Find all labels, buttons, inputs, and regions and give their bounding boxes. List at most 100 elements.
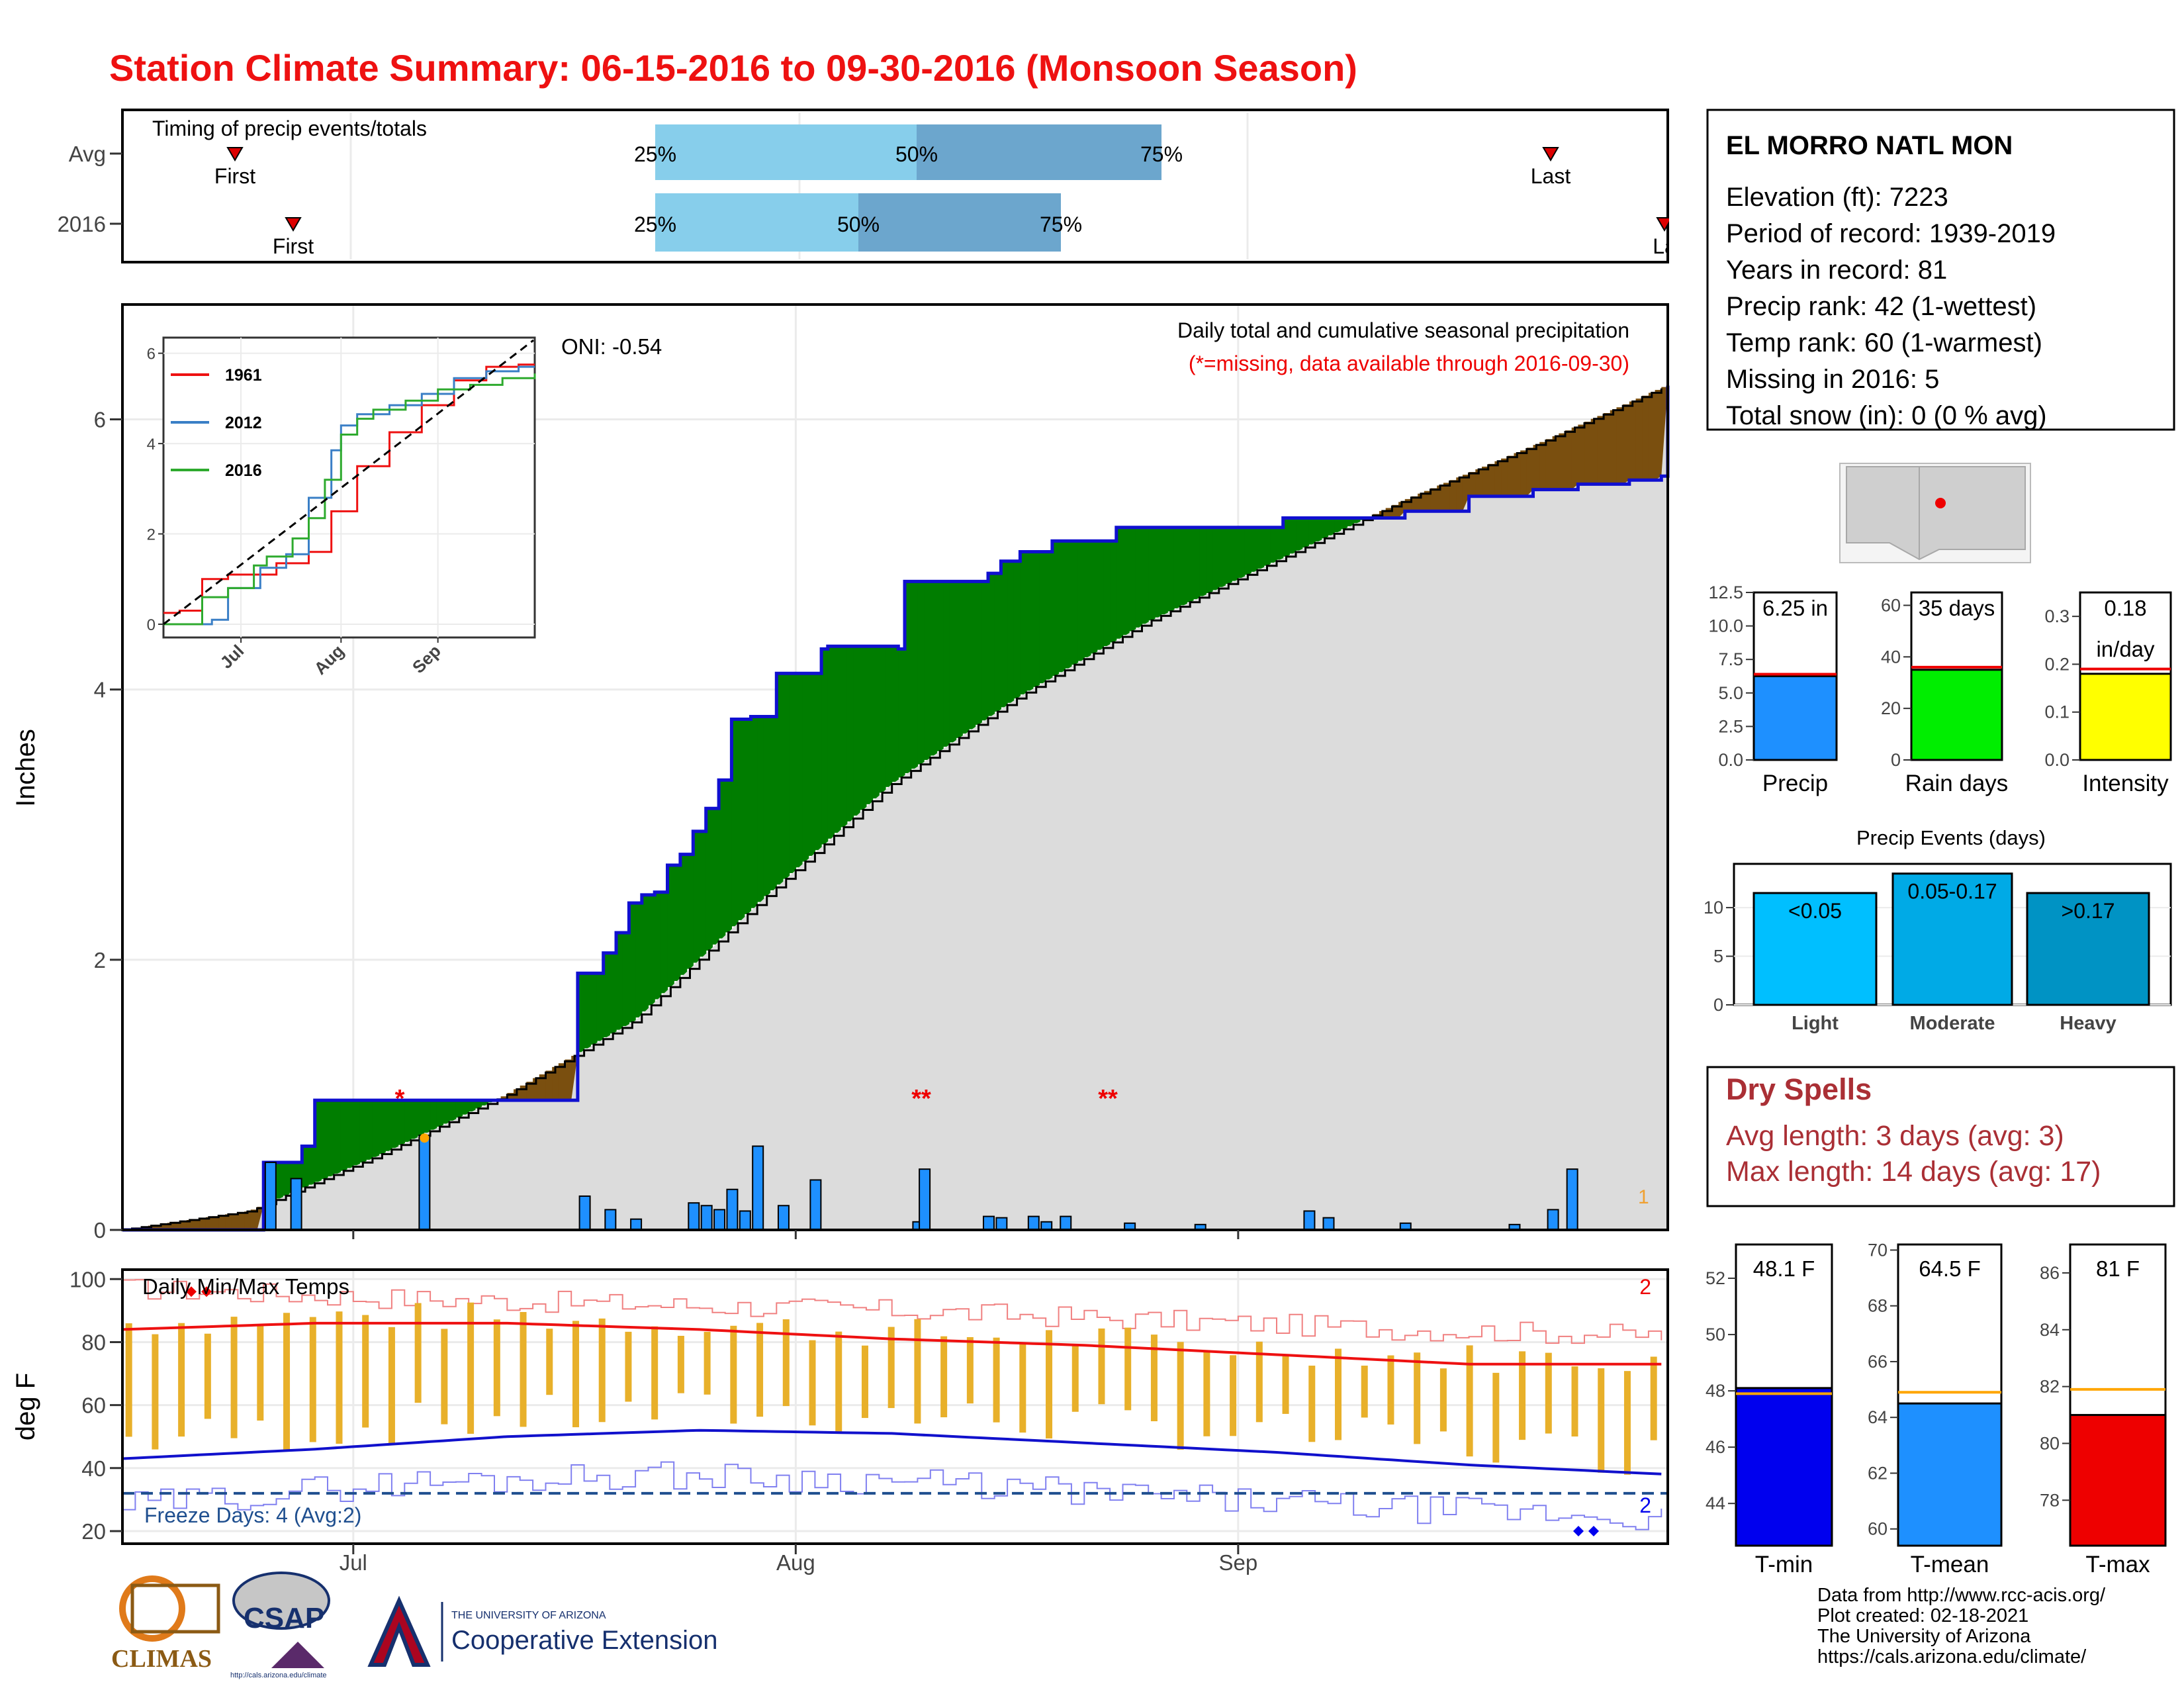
temp-summary-value: 64.5 F [1919,1256,1981,1281]
above-average-fill [725,780,733,933]
above-average-fill [898,649,905,778]
above-average-fill [827,646,835,839]
summary-bar-fill [2079,673,2172,761]
last-event-marker [1542,147,1559,162]
first-event-marker [285,217,302,232]
dry-spells-max: Max length: 14 days (avg: 17) [1726,1156,2101,1188]
above-average-fill [860,646,867,810]
above-average-fill [1251,527,1258,572]
timing-year-label: 2016 [58,212,106,236]
above-average-fill [686,854,694,969]
timing-bar-25-50 [655,193,858,252]
below-average-fill [154,1225,161,1230]
above-average-fill [1296,518,1303,551]
above-average-fill [302,1146,309,1188]
inset-legend-label: 1961 [225,366,262,385]
above-average-fill [994,573,1001,712]
above-average-fill [1173,527,1181,608]
daily-count-label: 1 [1638,1186,1649,1208]
summary-bar-ytick-label: 0 [1891,750,1901,770]
station-info-period: Period of record: 1939-2019 [1726,219,2056,248]
above-average-fill [712,808,719,945]
above-average-fill [1218,527,1226,587]
daily-precip-bar [604,1209,617,1231]
below-average-fill [1398,502,1406,518]
station-info-years: Years in record: 81 [1726,256,1948,285]
above-average-fill [968,581,976,729]
temp-summary-ytick-label: 60 [1868,1519,1888,1539]
above-average-fill [674,865,681,981]
temp-summary-ytick-label: 68 [1868,1296,1888,1316]
last-event-marker [1656,217,1673,232]
below-average-fill [1475,469,1482,496]
daily-temp-range-bar [546,1329,553,1395]
below-average-fill [520,1085,527,1101]
daily-temp-range-bar [887,1327,895,1409]
above-average-fill [398,1100,405,1145]
above-average-fill [1032,551,1040,687]
precip-event-category-label: Moderate [1910,1013,1995,1034]
above-average-fill [1206,527,1213,593]
above-average-fill [802,673,809,862]
daily-precip-bar [777,1205,790,1231]
above-average-fill [1347,518,1354,526]
daily-temp-range-bar [1598,1368,1605,1473]
precip-event-range-label: <0.05 [1788,899,1842,923]
above-average-fill [469,1100,476,1112]
record-low-marker [1573,1526,1584,1536]
above-average-fill [1225,527,1232,585]
above-average-fill [391,1100,399,1149]
below-average-fill [552,1066,559,1101]
above-average-fill [879,646,886,793]
above-average-fill [949,581,957,743]
temp-summary-ytick-label: 46 [1706,1437,1725,1457]
daily-temp-range-bar [1308,1366,1316,1442]
above-average-fill [757,716,764,902]
below-average-fill [1584,422,1592,485]
temp-xtick-label: Aug [776,1550,815,1575]
below-average-fill [250,1209,258,1230]
above-average-fill [404,1100,412,1143]
above-average-fill [1244,527,1251,575]
above-average-fill [1154,527,1162,618]
above-average-fill [1077,541,1085,661]
daily-precip-bar [919,1168,931,1231]
above-average-fill [1167,527,1175,612]
below-average-fill [526,1082,533,1101]
precip-ylabel: Inches [11,729,40,807]
above-average-fill [610,953,617,1034]
daily-temp-range-bar [809,1340,816,1426]
below-average-fill [1610,410,1617,485]
first-event-label: First [214,164,255,188]
above-average-fill [667,865,674,988]
above-average-fill [347,1100,354,1168]
above-average-fill [1212,527,1220,590]
precip-ytick-label: 6 [94,407,106,432]
timing-p50-label: 50% [837,212,880,236]
daily-temp-range-bar [782,1319,790,1407]
temp-summary-fill [1735,1387,1833,1547]
above-average-fill [648,894,655,1006]
precip-ytick-label: 2 [94,948,106,972]
inset-legend-label: 2012 [225,414,262,432]
daily-precip-bar [726,1188,739,1231]
temp-summary-ytick-label: 50 [1706,1325,1725,1344]
above-average-fill [853,646,860,816]
daily-temp-range-bar [625,1331,632,1402]
above-average-fill [1103,541,1111,647]
below-average-fill [1514,453,1521,496]
above-average-fill [481,1100,488,1105]
summary-bar-ytick-label: 0.1 [2044,702,2070,722]
above-average-fill [449,1100,457,1121]
summary-bar-label: Rain days [1905,771,2009,796]
avg-min-temp-line [122,1429,1662,1476]
timing-label: Timing of precip events/totals [152,117,427,140]
below-average-fill [1430,488,1437,512]
below-average-fill [1642,395,1649,481]
above-average-fill [1308,518,1316,545]
below-average-fill [1604,412,1611,485]
daily-precip-bar [290,1178,302,1231]
above-average-fill [834,646,841,833]
above-average-fill [808,673,815,856]
above-average-fill [1289,518,1297,554]
